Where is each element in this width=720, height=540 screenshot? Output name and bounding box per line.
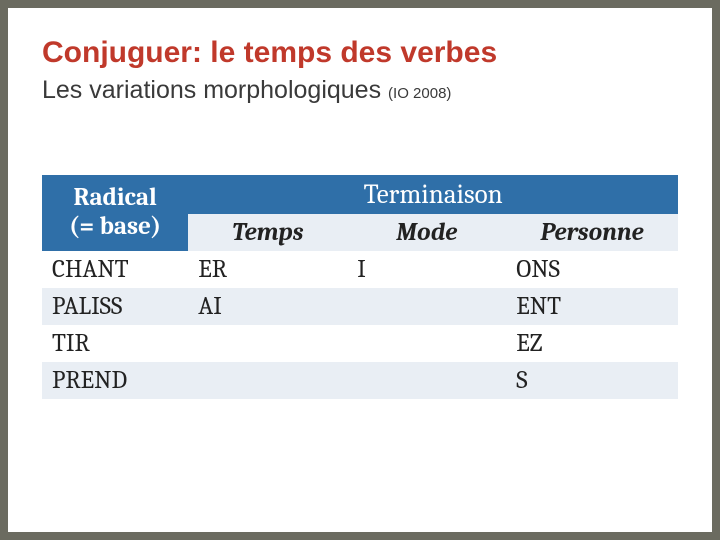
page-title: Conjuguer: le temps des verbes — [8, 8, 712, 76]
header-radical-line1: Radical — [74, 183, 157, 212]
conjugation-table-wrap: Radical (= base) Terminaison Temps Mode … — [42, 175, 678, 399]
cell-personne: ONS — [506, 251, 678, 288]
cell-personne: ENT — [506, 288, 678, 325]
header-temps: Temps — [188, 214, 347, 251]
header-mode: Mode — [347, 214, 506, 251]
table-header-row-1: Radical (= base) Terminaison — [42, 175, 678, 214]
cell-radical: TIR — [42, 325, 188, 362]
header-terminaison: Terminaison — [188, 175, 678, 214]
cell-mode — [347, 362, 506, 399]
table-row: TIR EZ — [42, 325, 678, 362]
cell-mode: I — [347, 251, 506, 288]
cell-personne: S — [506, 362, 678, 399]
subtitle-main: Les variations morphologiques — [42, 76, 388, 104]
header-personne: Personne — [506, 214, 678, 251]
cell-temps: AI — [188, 288, 347, 325]
header-radical: Radical (= base) — [42, 175, 188, 251]
cell-temps: ER — [188, 251, 347, 288]
table-row: PREND S — [42, 362, 678, 399]
slide: Conjuguer: le temps des verbes Les varia… — [8, 8, 712, 532]
table-row: CHANT ER I ONS — [42, 251, 678, 288]
cell-personne: EZ — [506, 325, 678, 362]
header-radical-line2: (= base) — [69, 212, 161, 241]
cell-temps — [188, 325, 347, 362]
cell-radical: PREND — [42, 362, 188, 399]
page-subtitle: Les variations morphologiques (IO 2008) — [8, 76, 712, 111]
cell-radical: PALISS — [42, 288, 188, 325]
table-row: PALISS AI ENT — [42, 288, 678, 325]
cell-mode — [347, 288, 506, 325]
cell-mode — [347, 325, 506, 362]
cell-radical: CHANT — [42, 251, 188, 288]
conjugation-table: Radical (= base) Terminaison Temps Mode … — [42, 175, 678, 399]
subtitle-note: (IO 2008) — [388, 85, 451, 102]
cell-temps — [188, 362, 347, 399]
